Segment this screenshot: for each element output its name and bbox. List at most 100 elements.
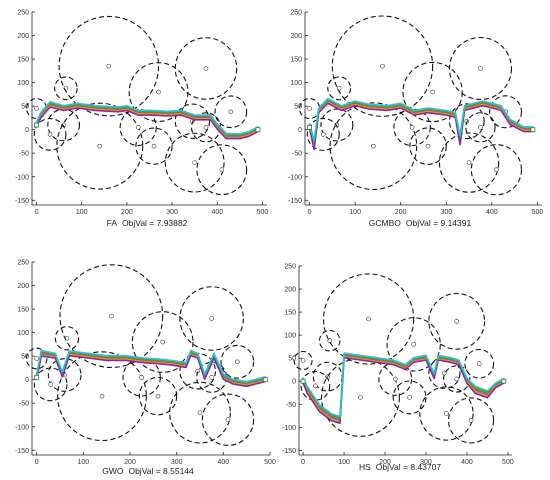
x-tick-label: 300 (166, 209, 178, 216)
obstacle-center (228, 109, 234, 115)
y-tick-label: 50 (21, 104, 29, 111)
obstacle-circle (179, 286, 244, 351)
x-tick-label: 200 (379, 459, 391, 466)
path-line (35, 106, 259, 140)
obstacle-center (34, 356, 39, 361)
obstacle-circle (306, 117, 340, 151)
obstacle-center (313, 383, 318, 389)
x-tick-label: 0 (35, 459, 39, 466)
obstacle-center (425, 143, 431, 149)
obstacle-center (478, 125, 483, 130)
obstacle-circle (409, 127, 447, 165)
obstacle-circle (327, 76, 352, 101)
y-tick-label: -50 (292, 151, 302, 158)
panel-gwo: -150 -100 -50 0 50 100 150 200 250 0 100 200 300 400 5… (15, 260, 276, 477)
obstacle-center (454, 319, 460, 324)
x-tick-label: 500 (532, 209, 544, 216)
y-tick-label: 50 (288, 356, 296, 363)
obstacle-circle (419, 386, 474, 441)
x-tick-label: 300 (171, 459, 183, 466)
y-tick-label: -100 (15, 174, 29, 181)
y-tick-label: 100 (284, 333, 296, 340)
axes-hs: -150 -100 -50 0 50 100 150 200 250 0 100 200 300 400 5… (282, 264, 514, 467)
obstacle-circle (300, 370, 331, 401)
obstacle-circle (447, 397, 495, 444)
obstacle-circle (464, 348, 495, 379)
y-tick-label: -150 (282, 448, 296, 455)
y-tick-label: 150 (290, 57, 302, 64)
obstacle-center (392, 376, 398, 382)
y-tick-label: 50 (21, 354, 29, 361)
path-line (308, 99, 534, 145)
y-tick-label: -50 (286, 402, 296, 409)
x-tick-label: 200 (124, 459, 136, 466)
y-tick-label: 0 (25, 377, 29, 384)
x-tick-label: 400 (486, 209, 498, 216)
caption-gcmbo: GCMBO ObjVal = 9.14391 (369, 218, 472, 228)
axes-fa: -150 -100 -50 0 50 100 150 200 250 0 100 200 300 400 5… (15, 10, 268, 217)
path-line (308, 101, 534, 149)
x-tick-label: 400 (461, 459, 473, 466)
path-line (35, 102, 259, 136)
path-line (35, 103, 259, 137)
obstacle-center (160, 339, 165, 345)
x-tick-label: 300 (440, 209, 452, 216)
obstacle-center (407, 395, 412, 400)
start-point (34, 122, 39, 128)
obstacle-circle (438, 132, 500, 193)
path-line (35, 349, 267, 383)
y-tick-label: -50 (19, 151, 29, 158)
start-point (300, 378, 306, 384)
obstacle-circle (214, 95, 248, 129)
paths-fa (34, 101, 261, 140)
obstacle-center (156, 89, 161, 95)
obstacle-center (225, 417, 231, 422)
obstacle-center (151, 143, 157, 149)
obstacle-center (366, 316, 371, 322)
obstacle-center (409, 125, 415, 130)
obstacle-center (476, 361, 482, 367)
x-tick-label: 500 (502, 459, 514, 466)
obstacle-center (209, 375, 214, 380)
obstacle-circle (33, 367, 68, 402)
panel-gcmbo: -150 -100 -50 0 50 100 150 200 250 0 100 200 300 400 5… (288, 10, 543, 229)
x-tick-label: 0 (308, 209, 312, 216)
y-tick-label: 200 (284, 287, 296, 294)
obstacle-center (371, 143, 376, 149)
obstacle-center (139, 375, 144, 380)
obstacle-center (358, 395, 363, 400)
obstacle-center (97, 143, 103, 149)
obstacle-center (48, 382, 53, 387)
obstacle-circle (196, 144, 248, 196)
obstacle-circle (128, 62, 189, 122)
panel-fa: -150 -100 -50 0 50 100 150 200 250 0 100 200 300 400 5… (15, 10, 268, 229)
y-tick-label: 100 (17, 330, 29, 337)
obstacle-center (454, 376, 460, 382)
obstacle-circle (393, 108, 431, 147)
path-line (302, 356, 505, 424)
obstacles-fa (26, 15, 248, 196)
obstacle-circle (169, 381, 231, 444)
obstacle-center (219, 167, 225, 172)
obstacle-circle (33, 118, 67, 151)
y-tick-label: 250 (290, 10, 302, 17)
obstacle-center (203, 125, 209, 130)
obstacle-circle (54, 76, 78, 101)
x-tick-label: 500 (257, 209, 269, 216)
x-tick-label: 500 (264, 459, 276, 466)
path-line (308, 102, 534, 151)
y-tick-label: 150 (17, 57, 29, 64)
y-tick-label: -100 (288, 174, 302, 181)
y-tick-label: -100 (282, 425, 296, 432)
obstacle-center (34, 106, 39, 111)
start-point (34, 374, 40, 380)
obstacle-circle (402, 61, 463, 123)
obstacle-circle (25, 347, 48, 370)
obstacle-circle (465, 112, 496, 143)
obstacle-center (430, 89, 435, 95)
obstacle-center (192, 160, 197, 165)
x-tick-label: 400 (217, 459, 229, 466)
obstacle-center (380, 63, 385, 69)
goal-point (501, 378, 507, 384)
y-tick-label: 100 (290, 80, 302, 87)
